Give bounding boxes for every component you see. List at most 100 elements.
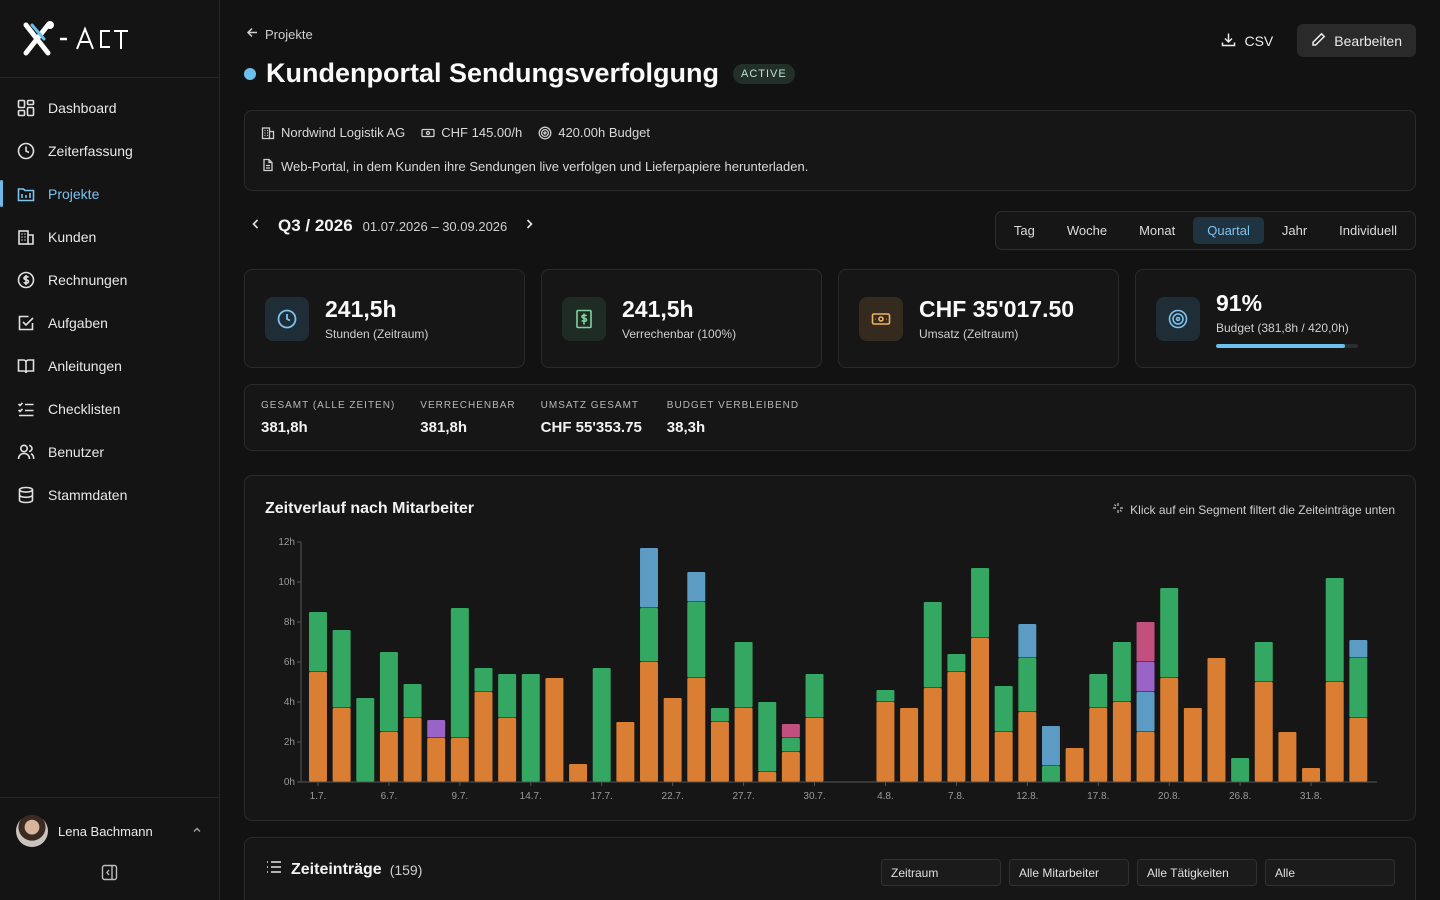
sidebar-item-label: Checklisten (48, 400, 121, 417)
bar-segment (1325, 682, 1344, 782)
edit-button[interactable]: Bearbeiten (1297, 24, 1416, 57)
bar-segment (734, 642, 753, 708)
csv-export-button[interactable]: CSV (1209, 24, 1285, 57)
sidebar-item-zeiterfassung[interactable]: Zeiterfassung (0, 129, 219, 172)
logo[interactable] (0, 0, 219, 78)
total-label: UMSATZ GESAMT (540, 400, 640, 411)
xact-logo-icon (23, 20, 128, 55)
bar-segment (710, 708, 729, 722)
sidebar: Dashboard Zeiterfassung Projekte Kunden … (0, 0, 220, 900)
budget-info: 420.00h Budget (538, 125, 650, 140)
download-icon (1221, 32, 1236, 50)
kpi-billable: 241,5h Verrechenbar (100%) (541, 269, 822, 368)
y-tick-label: 4h (284, 697, 295, 708)
total-label: VERRECHENBAR (420, 400, 516, 411)
filter-mitarbeiter[interactable]: Alle Mitarbeiter (1009, 859, 1129, 886)
bar-segment (379, 652, 398, 732)
bar-segment (332, 630, 351, 708)
target-icon (1156, 296, 1200, 341)
filter-taetigkeiten[interactable]: Alle Tätigkeiten (1137, 859, 1257, 886)
x-tick-label: 6.7. (381, 791, 398, 802)
bar-segment (1065, 748, 1084, 782)
budget-progress-fill (1216, 343, 1346, 348)
bar-segment (427, 720, 446, 738)
x-tick-label: 27.7. (732, 791, 754, 802)
sidebar-item-aufgaben[interactable]: Aufgaben (0, 301, 219, 344)
bar-segment (1136, 662, 1155, 692)
tab-woche[interactable]: Woche (1066, 223, 1108, 238)
sidebar-item-stammdaten[interactable]: Stammdaten (0, 473, 219, 516)
tab-jahr[interactable]: Jahr (1281, 223, 1308, 238)
y-tick-label: 2h (284, 737, 295, 748)
total-item: GESAMT (ALLE ZEITEN) 381,8h (261, 400, 395, 436)
sidebar-item-label: Rechnungen (48, 271, 128, 288)
sidebar-item-projekte[interactable]: Projekte (0, 172, 219, 215)
sidebar-item-rechnungen[interactable]: Rechnungen (0, 258, 219, 301)
bar-segment (1041, 766, 1060, 782)
bar-segment (781, 738, 800, 752)
tab-monat[interactable]: Monat (1139, 223, 1176, 238)
sidebar-item-dashboard[interactable]: Dashboard (0, 86, 219, 129)
receipt-dollar-icon (562, 296, 606, 341)
building-icon (261, 126, 275, 140)
grid-icon (16, 98, 36, 118)
bar-segment (309, 672, 327, 782)
entries-title: Zeiteinträge (291, 860, 382, 878)
x-tick-label: 7.8. (948, 791, 965, 802)
bar-segment (545, 678, 564, 782)
tab-individuell[interactable]: Individuell (1339, 223, 1397, 238)
user-section: Lena Bachmann (0, 797, 219, 900)
filter-billing[interactable]: Alle (1265, 859, 1395, 886)
kpi-value: CHF 35'017.50 (919, 296, 1075, 322)
user-menu[interactable]: Lena Bachmann (0, 798, 219, 864)
total-value: CHF 55'353.75 (540, 419, 642, 436)
bar-segment (781, 724, 800, 738)
bar-segment (1112, 642, 1131, 702)
list-check-icon (16, 399, 36, 419)
bar-segment (994, 732, 1013, 782)
chevron-left-icon[interactable] (244, 217, 268, 235)
filter-zeitraum[interactable]: Zeitraum (881, 859, 1001, 886)
bar-segment (474, 692, 493, 782)
bar-segment (1183, 708, 1202, 782)
bar-segment (498, 674, 517, 718)
sidebar-item-checklisten[interactable]: Checklisten (0, 387, 219, 430)
kpi-label: Umsatz (Zeitraum) (919, 327, 1019, 341)
bar-segment (687, 678, 706, 782)
page-title: Kundenportal Sendungsverfolgung (266, 58, 719, 88)
bar-segment (403, 718, 422, 782)
collapse-sidebar-button[interactable] (0, 864, 219, 886)
x-tick-label: 26.8. (1229, 791, 1251, 802)
back-link[interactable]: Projekte (246, 26, 313, 42)
bar-segment (1089, 674, 1108, 708)
sidebar-item-anleitungen[interactable]: Anleitungen (0, 344, 219, 387)
sidebar-item-benutzer[interactable]: Benutzer (0, 430, 219, 473)
page-header: Kundenportal Sendungsverfolgung ACTIVE (244, 58, 795, 89)
total-item: UMSATZ GESAMT CHF 55'353.75 (540, 400, 642, 436)
sidebar-item-kunden[interactable]: Kunden (0, 215, 219, 258)
bar-segment (1349, 658, 1368, 718)
bar-segment (1278, 732, 1297, 782)
bar-segment (876, 702, 895, 782)
bar-segment (1231, 758, 1250, 782)
total-value: 38,3h (666, 419, 706, 436)
document-icon (261, 158, 275, 175)
bar-segment (923, 602, 942, 688)
checkbox-icon (16, 313, 36, 333)
tab-quartal[interactable]: Quartal (1193, 217, 1264, 244)
timeline-chart-card: Zeitverlauf nach Mitarbeiter Klick auf e… (244, 475, 1416, 821)
bar-segment (1302, 768, 1321, 782)
bar-segment (450, 738, 469, 782)
kpi-label: Stunden (Zeitraum) (325, 327, 429, 341)
bar-segment (1254, 642, 1273, 682)
book-icon (16, 356, 36, 376)
main-content: Projekte Kundenportal Sendungsverfolgung… (220, 0, 1440, 900)
budget-hours: 420.00h Budget (558, 125, 651, 140)
totals-strip: GESAMT (ALLE ZEITEN) 381,8h VERRECHENBAR 3… (244, 384, 1416, 451)
chevron-up-icon (191, 824, 203, 839)
bar-segment (640, 608, 658, 662)
bar-segment (758, 772, 777, 782)
tab-tag[interactable]: Tag (1013, 223, 1035, 238)
chevron-right-icon[interactable] (517, 217, 541, 235)
kpi-value: 91% (1216, 289, 1263, 316)
